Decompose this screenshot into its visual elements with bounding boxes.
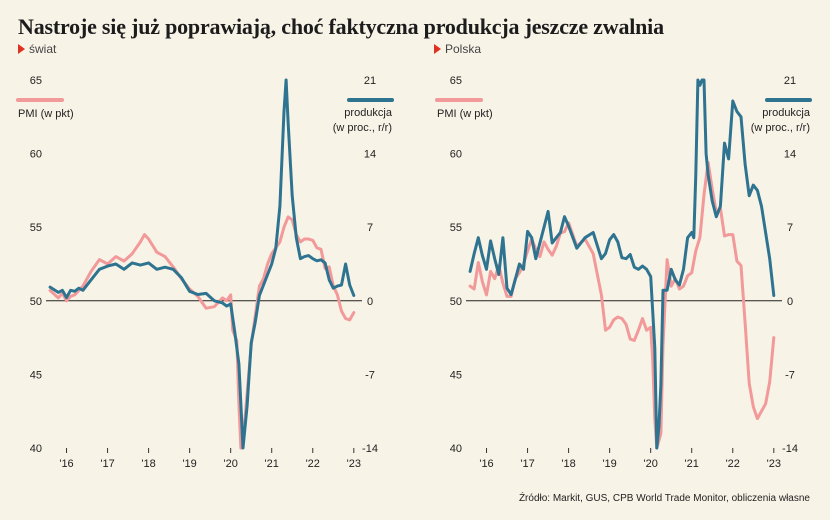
legend-label-prod-2: (w proc., r/r)	[751, 122, 810, 134]
x-tick-label-22: '22	[306, 458, 320, 470]
y-tick-left-60: 60	[450, 149, 462, 161]
x-tick-label-23: '23	[347, 458, 361, 470]
y-tick-left-45: 45	[30, 369, 42, 381]
y-tick-left-60: 60	[30, 149, 42, 161]
panel-label-poland: Polska	[434, 42, 481, 56]
legend-label-pmi: PMI (w pkt)	[18, 108, 74, 120]
y-tick-left-45: 45	[450, 369, 462, 381]
legend-label-prod-2: (w proc., r/r)	[333, 122, 392, 134]
triangle-marker-icon	[434, 44, 441, 54]
y-tick-left-40: 40	[30, 443, 42, 455]
x-tick-label-16: '16	[59, 458, 73, 470]
legend-label-pmi: PMI (w pkt)	[437, 108, 493, 120]
y-tick-right-0: 0	[787, 296, 793, 308]
x-tick-label-23: '23	[767, 458, 781, 470]
x-tick-label-21: '21	[265, 458, 279, 470]
y-tick-left-55: 55	[30, 222, 42, 234]
source-note: Źródło: Markit, GUS, CPB World Trade Mon…	[518, 493, 810, 504]
y-tick-left-50: 50	[450, 296, 462, 308]
panel-label-world-text: świat	[29, 42, 57, 56]
x-tick-label-19: '19	[602, 458, 616, 470]
y-tick-right--7: -7	[785, 369, 795, 381]
y-tick-left-65: 65	[450, 75, 462, 87]
x-tick-label-21: '21	[685, 458, 699, 470]
x-tick-label-18: '18	[141, 458, 155, 470]
chart-title: Nastroje się już poprawiają, choć faktyc…	[18, 14, 664, 39]
series-line-pmi	[48, 215, 356, 450]
panel-label-poland-text: Polska	[445, 42, 482, 56]
x-tick-label-22: '22	[726, 458, 740, 470]
y-tick-left-65: 65	[30, 75, 42, 87]
y-tick-right-7: 7	[367, 222, 373, 234]
x-tick-label-16: '16	[479, 458, 493, 470]
y-tick-right-14: 14	[784, 149, 796, 161]
x-tick-label-18: '18	[561, 458, 575, 470]
y-tick-right-7: 7	[787, 222, 793, 234]
y-tick-left-40: 40	[450, 443, 462, 455]
x-tick-label-20: '20	[644, 458, 658, 470]
series-line-pmi	[468, 160, 776, 450]
y-tick-right-0: 0	[367, 296, 373, 308]
x-tick-label-17: '17	[100, 458, 114, 470]
y-tick-right--14: -14	[362, 443, 378, 455]
triangle-marker-icon	[18, 44, 25, 54]
x-tick-label-19: '19	[182, 458, 196, 470]
legend-label-prod-1: produkcja	[344, 107, 393, 119]
panel-label-world: świat	[18, 42, 56, 56]
y-tick-right--14: -14	[782, 443, 798, 455]
y-tick-right--7: -7	[365, 369, 375, 381]
y-tick-right-21: 21	[784, 75, 796, 87]
series-line-prod	[468, 78, 776, 450]
x-tick-label-20: '20	[224, 458, 238, 470]
x-tick-label-17: '17	[520, 458, 534, 470]
legend-label-prod-1: produkcja	[762, 107, 811, 119]
y-tick-left-55: 55	[450, 222, 462, 234]
y-tick-left-50: 50	[30, 296, 42, 308]
series-line-prod	[48, 78, 356, 450]
y-tick-right-14: 14	[364, 149, 376, 161]
y-tick-right-21: 21	[364, 75, 376, 87]
